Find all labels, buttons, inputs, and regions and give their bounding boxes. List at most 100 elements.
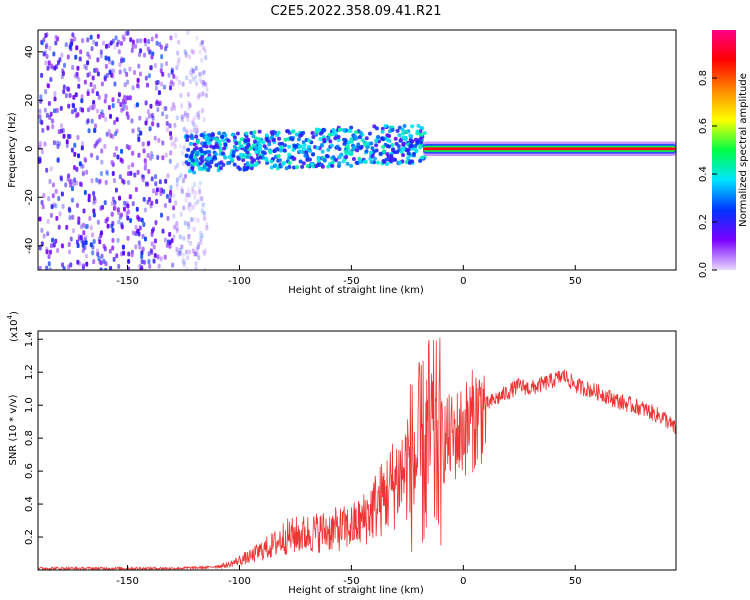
heatmap-cell xyxy=(209,144,214,149)
heatmap-cell xyxy=(193,194,197,200)
heatmap-cell xyxy=(227,155,232,160)
heatmap-cell xyxy=(310,162,315,167)
heatmap-cell xyxy=(322,137,327,142)
heatmap-cell xyxy=(92,103,96,109)
heatmap-cell xyxy=(199,196,203,202)
heatmap-cell xyxy=(276,153,281,158)
heatmap-cell xyxy=(300,164,305,169)
heatmap-cell xyxy=(139,48,143,54)
heatmap-cell xyxy=(113,44,117,50)
heatmap-cell xyxy=(273,163,278,168)
heatmap-cell xyxy=(187,234,191,240)
heatmap-cell xyxy=(120,222,124,228)
heatmap-cell xyxy=(117,92,121,98)
heatmap-cell xyxy=(92,212,96,218)
heatmap-cell xyxy=(191,118,195,124)
heatmap-cell xyxy=(126,95,130,101)
heatmap-cell xyxy=(172,193,176,199)
heatmap-cell xyxy=(109,133,113,139)
heatmap-cell xyxy=(46,218,50,224)
heatmap-cell xyxy=(51,124,55,130)
heatmap-cell xyxy=(171,262,175,268)
heatmap-cell xyxy=(88,71,92,77)
heatmap-cell xyxy=(100,81,104,87)
heatmap-cell xyxy=(246,142,251,147)
heatmap-cell xyxy=(38,141,42,147)
heatmap-cell xyxy=(245,161,250,166)
heatmap-cell xyxy=(103,246,107,252)
heatmap-cell xyxy=(64,93,68,99)
heatmap-cell xyxy=(187,201,191,207)
heatmap-cell xyxy=(91,88,95,94)
heatmap-cell xyxy=(220,134,225,139)
heatmap-cell xyxy=(180,114,184,120)
heatmap-cell xyxy=(200,57,204,63)
heatmap-cell xyxy=(372,124,377,129)
heatmap-cell xyxy=(150,54,154,60)
heatmap-cell xyxy=(202,45,206,51)
heatmap-cell xyxy=(179,92,183,98)
heatmap-cell xyxy=(57,196,61,202)
heatmap-cell xyxy=(106,223,110,229)
heatmap-cell xyxy=(355,148,360,153)
heatmap-cell xyxy=(212,155,217,160)
heatmap-cell xyxy=(83,63,87,69)
heatmap-cell xyxy=(298,159,303,164)
heatmap-cell xyxy=(168,243,172,249)
snr-x-axis-label: Height of straight line (km) xyxy=(288,585,424,596)
heatmap-cell xyxy=(90,178,94,184)
heatmap-cell xyxy=(184,113,188,119)
heatmap-cell xyxy=(167,72,171,78)
heatmap-cell xyxy=(113,120,117,126)
heatmap-cell xyxy=(156,122,160,128)
heatmap-cell xyxy=(345,161,350,166)
heatmap-cell xyxy=(298,149,303,154)
heatmap-cell xyxy=(185,138,190,143)
heatmap-cell xyxy=(109,113,113,119)
heatmap-cell xyxy=(140,217,144,223)
heatmap-cell xyxy=(62,89,66,95)
heatmap-cell xyxy=(47,254,51,260)
x-tick-label: -100 xyxy=(228,276,251,287)
heatmap-cell xyxy=(111,196,115,202)
snr-x-ticks: -150 -100 -50 0 50 xyxy=(116,565,582,587)
heatmap-cell xyxy=(73,151,77,157)
heatmap-cell xyxy=(140,254,144,260)
heatmap-cell xyxy=(110,211,114,217)
heatmap-cell xyxy=(346,146,351,151)
heatmap-cell xyxy=(190,217,194,223)
snr-series-line xyxy=(38,337,676,570)
heatmap-cell xyxy=(264,133,269,138)
heatmap-cell xyxy=(294,132,299,137)
heatmap-cell xyxy=(164,152,168,158)
heatmap-cell xyxy=(245,165,250,170)
heatmap-cell xyxy=(153,253,157,259)
heatmap-cell xyxy=(139,38,143,44)
heatmap-cell xyxy=(186,92,190,98)
heatmap-cell xyxy=(137,152,141,158)
heatmap-cell xyxy=(395,149,400,154)
heatmap-cell xyxy=(125,211,129,217)
heatmap-cell xyxy=(50,204,54,210)
heatmap-cell xyxy=(84,240,88,246)
heatmap-cell xyxy=(165,61,169,67)
heatmap-cell xyxy=(292,165,297,170)
heatmap-cell xyxy=(134,187,138,193)
heatmap-cell xyxy=(90,46,94,52)
heatmap-cell xyxy=(374,143,379,148)
heatmap-cell xyxy=(261,140,266,145)
heatmap-cell xyxy=(89,105,93,111)
heatmap-cell xyxy=(192,68,196,74)
x-tick-label: 50 xyxy=(569,576,582,587)
heatmap-cell xyxy=(131,85,135,91)
heatmap-cell xyxy=(374,139,379,144)
heatmap-cell xyxy=(81,263,85,269)
heatmap-cell xyxy=(144,120,148,126)
heatmap-cell xyxy=(169,189,173,195)
heatmap-cell xyxy=(38,108,42,114)
heatmap-cell xyxy=(195,246,199,252)
heatmap-cell xyxy=(220,151,225,156)
heatmap-cell xyxy=(201,79,205,85)
heatmap-cell xyxy=(170,106,174,112)
heatmap-cell xyxy=(74,54,78,60)
